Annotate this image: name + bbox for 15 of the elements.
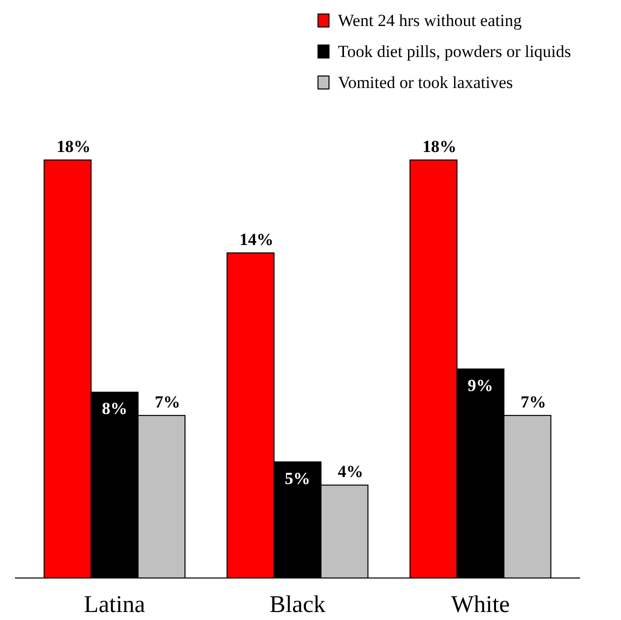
data-label: 18%: [422, 137, 456, 156]
data-label: 14%: [240, 230, 274, 249]
data-label: 18%: [56, 137, 91, 156]
data-label: 8%: [102, 399, 128, 418]
data-label: 7%: [154, 392, 180, 412]
data-label: 9%: [468, 376, 494, 395]
legend-label: Took diet pills, powders or liquids: [338, 42, 572, 61]
legend-label: Went 24 hrs without eating: [338, 11, 522, 30]
x-tick-label: Black: [270, 592, 326, 618]
x-tick-label: White: [451, 592, 510, 618]
data-label: 5%: [284, 468, 310, 488]
legend-label: Vomited or took laxatives: [338, 73, 513, 92]
data-label: 7%: [520, 392, 546, 412]
data-label: 4%: [338, 462, 364, 482]
x-tick-label: Latina: [84, 592, 146, 618]
